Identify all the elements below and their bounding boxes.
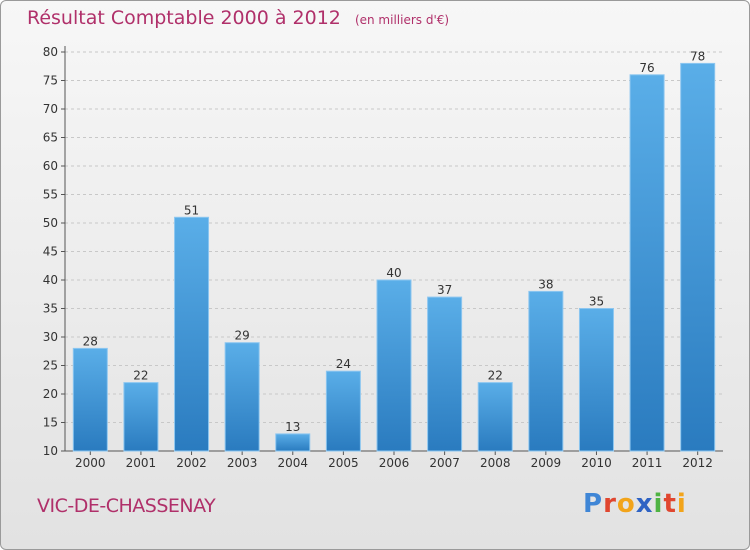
logo-letter-4: x bbox=[635, 489, 654, 519]
y-tick-label: 50 bbox=[43, 216, 58, 230]
data-label: 40 bbox=[386, 266, 401, 280]
chart-title: Résultat Comptable 2000 à 2012 (en milli… bbox=[27, 7, 449, 29]
x-tick-label: 2009 bbox=[531, 456, 562, 470]
data-label: 35 bbox=[589, 295, 604, 309]
y-tick-label: 10 bbox=[43, 444, 58, 458]
bar-2005 bbox=[325, 370, 361, 452]
x-tick-label: 2011 bbox=[632, 456, 663, 470]
y-tick-label: 60 bbox=[43, 159, 58, 173]
bar-2002 bbox=[174, 216, 210, 452]
data-label: 76 bbox=[639, 61, 654, 75]
x-tick-label: 2004 bbox=[277, 456, 308, 470]
data-label: 78 bbox=[690, 49, 705, 63]
y-tick-label: 70 bbox=[43, 102, 58, 116]
bar-2011 bbox=[629, 74, 665, 452]
data-label: 38 bbox=[538, 277, 553, 291]
x-tick-label: 2010 bbox=[581, 456, 612, 470]
bar-2007 bbox=[427, 296, 463, 452]
bar-2012 bbox=[680, 62, 716, 452]
y-tick-label: 75 bbox=[43, 74, 58, 88]
y-tick-label: 30 bbox=[43, 330, 58, 344]
logo-letter-2: r bbox=[603, 489, 617, 519]
y-tick-label: 20 bbox=[43, 387, 58, 401]
chart-subtitle: (en milliers d'€) bbox=[354, 13, 450, 27]
proxiti-logo: Proxiti bbox=[583, 489, 687, 519]
logo-letter-7: i bbox=[676, 489, 687, 519]
bar-2009 bbox=[528, 290, 564, 452]
x-tick-label: 2005 bbox=[328, 456, 359, 470]
bar-2000 bbox=[72, 347, 108, 452]
x-tick-label: 2006 bbox=[379, 456, 410, 470]
data-label: 13 bbox=[285, 420, 300, 434]
data-label: 51 bbox=[184, 203, 199, 217]
data-label: 24 bbox=[336, 357, 351, 371]
x-tick-label: 2007 bbox=[429, 456, 460, 470]
y-tick-label: 65 bbox=[43, 131, 58, 145]
x-tick-label: 2012 bbox=[682, 456, 713, 470]
data-label: 29 bbox=[235, 329, 250, 343]
y-tick-label: 55 bbox=[43, 188, 58, 202]
location-name: VIC-DE-CHASSENAY bbox=[37, 495, 216, 517]
bar-2008 bbox=[477, 382, 513, 452]
bar-2004 bbox=[275, 433, 311, 452]
bar-2010 bbox=[578, 308, 614, 452]
logo-letter-5: i bbox=[653, 489, 664, 519]
x-tick-label: 2000 bbox=[75, 456, 106, 470]
data-label: 22 bbox=[133, 369, 148, 383]
y-tick-label: 40 bbox=[43, 273, 58, 287]
y-tick-label: 15 bbox=[43, 416, 58, 430]
y-tick-label: 35 bbox=[43, 302, 58, 316]
logo-letter-6: t bbox=[663, 489, 677, 519]
bar-2001 bbox=[123, 382, 159, 452]
x-tick-label: 2003 bbox=[227, 456, 258, 470]
chart-title-text: Résultat Comptable 2000 à 2012 bbox=[27, 7, 341, 29]
data-label: 22 bbox=[488, 369, 503, 383]
x-tick-label: 2002 bbox=[176, 456, 207, 470]
logo-letter-1: P bbox=[583, 489, 604, 519]
y-tick-label: 25 bbox=[43, 359, 58, 373]
data-label: 28 bbox=[83, 334, 98, 348]
x-tick-label: 2008 bbox=[480, 456, 511, 470]
y-tick-label: 45 bbox=[43, 245, 58, 259]
bar-2006 bbox=[376, 279, 412, 452]
x-tick-label: 2001 bbox=[126, 456, 157, 470]
bar-2003 bbox=[224, 342, 260, 452]
y-tick-label: 80 bbox=[43, 45, 58, 59]
data-label: 37 bbox=[437, 283, 452, 297]
logo-letter-3: o bbox=[616, 489, 636, 519]
